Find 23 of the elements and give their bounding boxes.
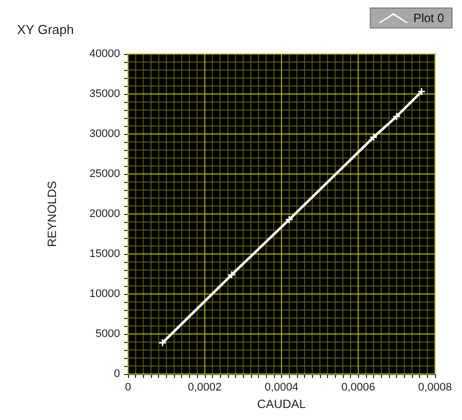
- y-tick-label: 15000: [89, 248, 120, 260]
- y-tick-label: 10000: [89, 288, 120, 300]
- y-tick-label: 0: [114, 368, 120, 380]
- y-tick-label: 20000: [89, 208, 120, 220]
- y-tick-label: 30000: [89, 128, 120, 140]
- x-tick-label: 0,0008: [418, 382, 452, 394]
- y-tick-label: 40000: [89, 48, 120, 60]
- x-axis-title: CAUDAL: [257, 396, 306, 411]
- legend-label: Plot 0: [413, 11, 444, 25]
- point: [286, 216, 293, 224]
- y-tick-label: 5000: [96, 328, 120, 340]
- point: [418, 88, 426, 96]
- x-tick-label: 0,0006: [341, 382, 376, 394]
- y-tick-label: 35000: [89, 88, 120, 100]
- point: [370, 134, 378, 141]
- x-tick-label: 0,0002: [188, 382, 222, 394]
- x-tick-label: 0: [124, 382, 132, 394]
- point: [393, 112, 400, 120]
- x-tick-label: 0,0004: [264, 382, 298, 394]
- y-tick-label: 25000: [89, 168, 120, 180]
- y-axis-title: REYNOLDS: [45, 180, 59, 248]
- chart-title: XY Graph: [17, 22, 74, 37]
- point: [228, 271, 236, 278]
